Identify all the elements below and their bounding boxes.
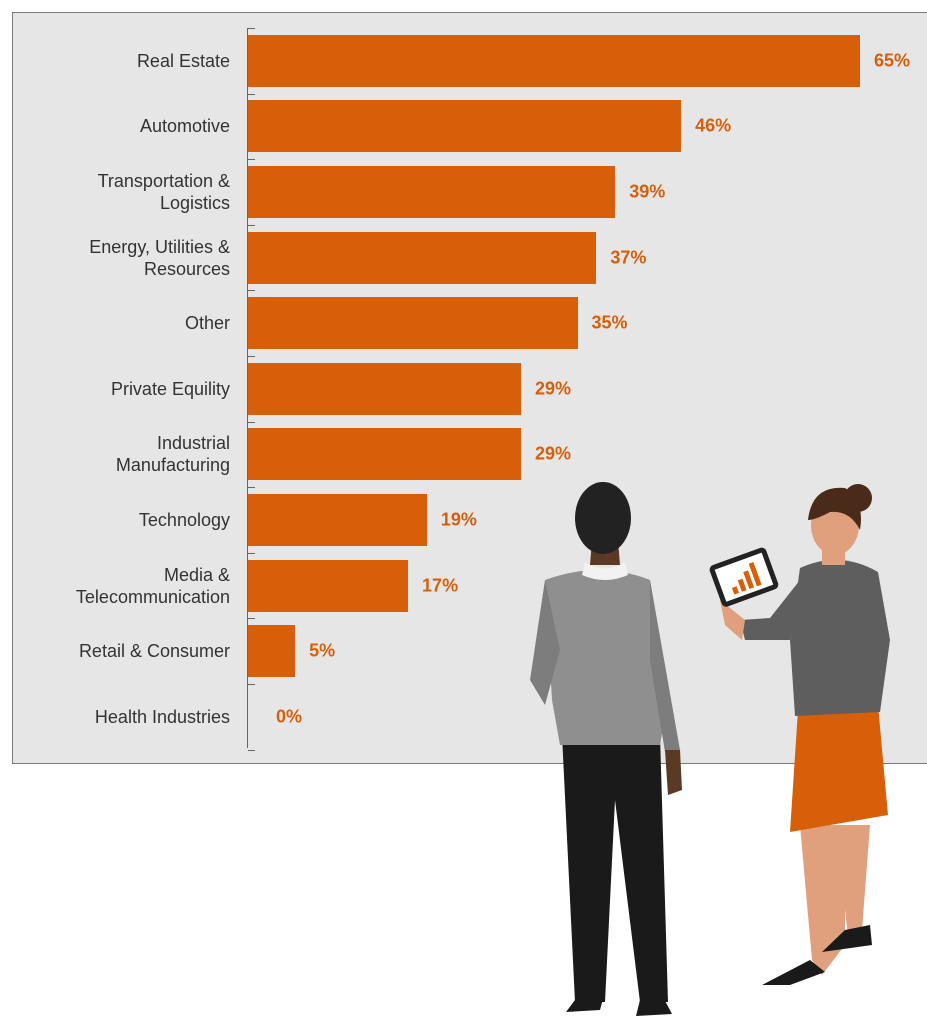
axis-tick xyxy=(248,421,255,423)
value-label: 0% xyxy=(276,706,303,727)
bar xyxy=(248,34,860,87)
axis-tick xyxy=(248,618,255,620)
category-label: Real Estate xyxy=(136,50,230,71)
category-label: Industrial Manufacturing xyxy=(115,433,230,476)
bar xyxy=(248,297,578,350)
category-label: Health Industries xyxy=(94,706,230,727)
axis-tick xyxy=(248,28,255,29)
category-label: Transportation & Logistics xyxy=(97,171,230,213)
axis-tick xyxy=(248,356,255,357)
axis-tick xyxy=(248,487,255,489)
category-label: Energy, Utilities & Resources xyxy=(89,236,230,279)
axis-tick xyxy=(248,224,255,226)
bar xyxy=(248,494,427,546)
category-label: Retail & Consumer xyxy=(78,641,230,662)
category-label: Automotive xyxy=(139,116,230,137)
value-label: 29% xyxy=(535,443,572,464)
woman xyxy=(709,484,890,985)
category-label: Technology xyxy=(138,510,230,530)
value-label: 39% xyxy=(629,181,666,202)
axis-tick xyxy=(248,684,255,685)
value-label: 17% xyxy=(422,575,459,596)
bar xyxy=(248,166,616,218)
bar xyxy=(248,100,682,153)
axis-tick xyxy=(248,290,255,292)
axis-tick xyxy=(248,552,255,554)
axis-tick xyxy=(248,749,255,751)
value-label: 46% xyxy=(695,115,732,136)
category-axis xyxy=(247,28,248,748)
bar xyxy=(248,362,522,415)
axis-tick xyxy=(248,159,255,161)
bar xyxy=(248,231,597,284)
value-label: 65% xyxy=(874,50,911,71)
value-label: 37% xyxy=(610,247,647,268)
value-label: 35% xyxy=(591,312,628,333)
bar xyxy=(248,559,409,612)
man xyxy=(530,482,682,1016)
bar xyxy=(248,625,296,678)
value-label: 5% xyxy=(309,640,336,661)
value-label: 29% xyxy=(535,378,572,399)
axis-tick xyxy=(248,93,255,95)
category-label: Private Equility xyxy=(110,378,230,399)
value-label: 19% xyxy=(440,509,477,530)
bar xyxy=(248,428,522,481)
category-label: Other xyxy=(184,313,230,334)
category-label: Media & Telecommunication xyxy=(75,564,230,607)
